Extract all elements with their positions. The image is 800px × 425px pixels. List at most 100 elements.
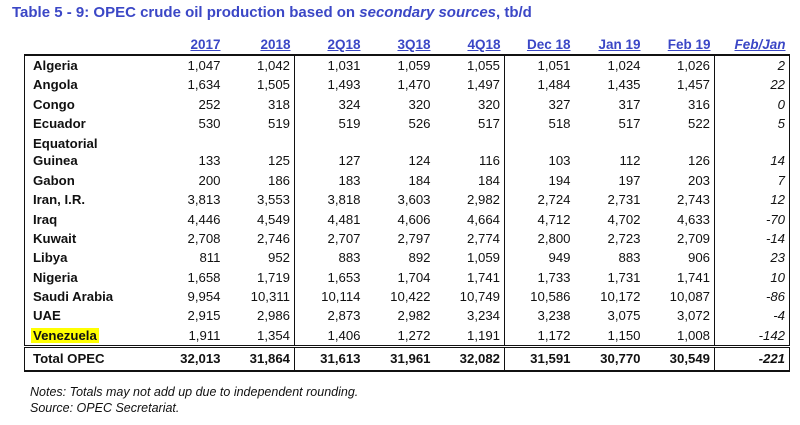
value-cell: 2,746 xyxy=(224,229,295,249)
column-header: Dec 18 xyxy=(526,36,571,52)
total-value-cell: 31,591 xyxy=(504,344,575,372)
country-name-text: Ecuador xyxy=(33,115,86,131)
table-row: Libya 811 952 883 892 1,059 949 883 906 23 xyxy=(24,248,790,268)
country-name-text: Saudi Arabia xyxy=(33,288,114,304)
country-name-text: Libya xyxy=(33,250,68,266)
value-cell: 2,797 xyxy=(397,231,431,247)
country-name-highlighted: Venezuela xyxy=(31,327,99,343)
value-cell: 949 xyxy=(548,250,571,266)
value-cell: 1,731 xyxy=(607,269,641,285)
value-cell: 4,702 xyxy=(607,211,641,227)
change-cell: 12 xyxy=(714,190,790,210)
value-cell: 10,172 xyxy=(600,288,641,304)
table-row: Gabon 200 186 183 184 184 194 197 203 7 xyxy=(24,171,790,191)
value-cell: 1,457 xyxy=(644,75,715,95)
column-header: 4Q18 xyxy=(467,36,501,52)
country-name: Nigeria xyxy=(24,267,155,287)
table-row: Congo 252 318 324 320 320 327 317 316 0 xyxy=(24,94,790,114)
value-cell: 517 xyxy=(434,113,505,134)
value-cell: 1,047 xyxy=(154,53,225,76)
country-name: Equatorial Guinea xyxy=(24,133,155,172)
value-cell: 10,749 xyxy=(434,286,505,307)
value-cell: 1,658 xyxy=(187,269,221,285)
country-name: Angola xyxy=(24,75,155,95)
note-rounding: Notes: Totals may not add up due to inde… xyxy=(30,385,359,399)
change-cell: -14 xyxy=(714,229,790,249)
value-cell: 2,774 xyxy=(434,229,505,249)
value-cell: 10,087 xyxy=(644,286,715,307)
column-header: 2018 xyxy=(260,36,291,52)
table-row: Saudi Arabia 9,954 10,311 10,114 10,422 10,74… xyxy=(24,286,790,307)
country-name: Iran, I.R. xyxy=(24,190,155,210)
value-cell: 2,708 xyxy=(187,231,221,247)
value-cell: 1,497 xyxy=(434,75,505,95)
value-cell: 327 xyxy=(548,96,571,112)
value-cell: 186 xyxy=(224,171,295,191)
change-cell: 2 xyxy=(714,53,790,76)
value-cell: 2,873 xyxy=(327,308,361,324)
value-cell: 1,172 xyxy=(537,327,571,343)
value-cell: 2,707 xyxy=(327,231,361,247)
value-cell: 1,059 xyxy=(434,248,505,268)
value-cell: 1,055 xyxy=(434,53,505,76)
value-cell: 1,741 xyxy=(644,267,715,287)
country-name: Libya xyxy=(24,248,155,268)
country-name-text: Iran, I.R. xyxy=(33,192,86,208)
change-cell: 7 xyxy=(714,171,790,191)
value-cell: 906 xyxy=(644,248,715,268)
country-name-text: Algeria xyxy=(33,58,78,73)
value-cell: 883 xyxy=(618,250,641,266)
value-cell: 133 xyxy=(198,153,221,169)
value-cell: 184 xyxy=(434,171,505,191)
value-cell: 127 xyxy=(338,153,361,169)
change-cell: 10 xyxy=(714,267,790,287)
country-name-text: Iraq xyxy=(33,211,58,227)
value-cell: 184 xyxy=(408,173,431,189)
value-cell: 183 xyxy=(338,173,361,189)
value-cell: 4,446 xyxy=(187,211,221,227)
note-source: Source: OPEC Secretariat. xyxy=(30,401,180,415)
table-row: Algeria 1,047 1,042 1,031 1,059 1,055 1,051 1,0… xyxy=(24,53,790,76)
total-value-cell: 30,549 xyxy=(644,344,715,372)
column-header: 2017 xyxy=(190,36,221,52)
value-cell: 1,470 xyxy=(397,77,431,93)
table-row: Venezuela 1,911 1,354 1,406 1,272 1,191 1,172 1… xyxy=(24,325,790,347)
value-cell: 1,719 xyxy=(224,267,295,287)
value-cell: 2,723 xyxy=(607,231,641,247)
country-name-text: Kuwait xyxy=(33,231,77,247)
value-cell: 1,704 xyxy=(397,269,431,285)
country-name: Algeria xyxy=(24,53,155,76)
value-cell: 1,024 xyxy=(574,53,645,76)
country-name-text: UAE xyxy=(33,308,61,324)
value-cell: 2,986 xyxy=(224,306,295,326)
value-cell: 4,664 xyxy=(434,209,505,230)
value-cell: 116 xyxy=(434,133,505,172)
change-cell: -142 xyxy=(714,325,790,347)
value-cell: 318 xyxy=(224,94,295,114)
value-cell: 1,911 xyxy=(188,327,221,343)
value-cell: 194 xyxy=(548,173,571,189)
value-cell: 197 xyxy=(618,173,641,189)
column-header: 2Q18 xyxy=(327,36,361,52)
total-value-cell: 30,770 xyxy=(574,344,645,372)
table-row: Iraq 4,446 4,549 4,481 4,606 4,664 4,712 4,702 4… xyxy=(24,209,790,230)
country-name-text: Gabon xyxy=(33,173,75,189)
country-name: Iraq xyxy=(24,209,155,230)
table-title: Table 5 - 9: OPEC crude oil production b… xyxy=(12,4,532,21)
value-cell: 10,114 xyxy=(321,288,361,304)
country-name: Gabon xyxy=(24,171,155,191)
value-cell: 3,072 xyxy=(644,306,715,326)
value-cell: 952 xyxy=(224,248,295,268)
value-cell: 3,603 xyxy=(397,192,431,208)
total-value-cell: 31,613 xyxy=(294,344,365,372)
change-cell: 0 xyxy=(714,94,790,114)
table-row: Ecuador 530 519 519 526 517 518 517 522 5 xyxy=(24,113,790,134)
total-value-cell: 32,082 xyxy=(434,344,505,372)
change-cell: 14 xyxy=(714,133,790,172)
value-cell: 10,586 xyxy=(530,288,571,304)
value-cell: 1,051 xyxy=(504,53,575,76)
value-cell: 518 xyxy=(548,115,571,131)
title-emphasis: secondary sources xyxy=(359,4,497,21)
header-blank xyxy=(25,34,155,55)
value-cell: 9,954 xyxy=(187,288,221,304)
